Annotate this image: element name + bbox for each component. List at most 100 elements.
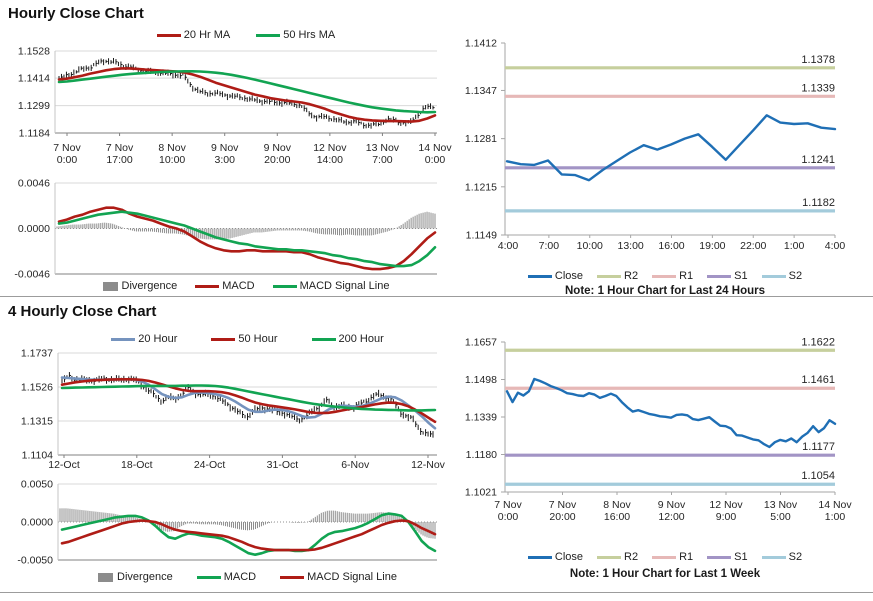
r1-swatch (652, 555, 677, 559)
svg-text:13:00: 13:00 (617, 240, 643, 252)
divergence-swatch (98, 572, 114, 582)
legend-item-macd-signal-line: MACD Signal Line (272, 280, 390, 292)
four-hourly-price-legend: 20 Hour 50 Hour 200 Hour (58, 331, 437, 347)
svg-text:1.1737: 1.1737 (21, 348, 53, 360)
legend-label: R2 (624, 270, 639, 282)
legend-item-close: Close (527, 270, 583, 282)
svg-text:4:00: 4:00 (825, 240, 846, 252)
last24-note: Note: 1 Hour Chart for Last 24 Hours (565, 285, 765, 297)
svg-text:0.0000: 0.0000 (18, 223, 50, 235)
close-swatch (527, 555, 552, 559)
svg-text:19:00: 19:00 (699, 240, 725, 252)
legend-item-s2: S2 (761, 551, 803, 563)
legend-label: MACD Signal Line (307, 571, 397, 583)
svg-text:1.1177: 1.1177 (802, 441, 835, 453)
20-hour-swatch (111, 337, 136, 341)
svg-text:1.1412: 1.1412 (465, 38, 497, 50)
legend-item-s1: S1 (707, 270, 748, 282)
svg-text:-0.0050: -0.0050 (17, 555, 53, 567)
r2-swatch (597, 274, 622, 278)
legend-label: S2 (788, 551, 803, 563)
legend-label: R1 (679, 551, 694, 563)
svg-text:1.1299: 1.1299 (18, 100, 50, 112)
svg-text:1.1315: 1.1315 (21, 416, 53, 428)
legend-item-20-hour: 20 Hour (111, 333, 177, 345)
svg-text:1.1339: 1.1339 (801, 82, 835, 94)
svg-text:7 Nov: 7 Nov (53, 142, 81, 154)
svg-text:1.1149: 1.1149 (466, 230, 497, 242)
svg-text:14:00: 14:00 (317, 154, 343, 166)
legend-label: R2 (624, 551, 639, 563)
legend-item-r2: R2 (597, 270, 638, 282)
svg-text:1.1241: 1.1241 (801, 154, 835, 166)
svg-text:16:00: 16:00 (604, 511, 630, 523)
svg-text:1.1180: 1.1180 (466, 449, 497, 461)
hourly_macd-plot: 0.0046 0.0000 -0.0046 (14, 178, 437, 281)
svg-text:9 Nov: 9 Nov (658, 499, 686, 511)
svg-text:1.1526: 1.1526 (21, 382, 53, 394)
svg-text:10:00: 10:00 (577, 240, 603, 252)
svg-text:12 Nov: 12 Nov (709, 499, 743, 511)
legend-item-s2: S2 (761, 270, 803, 282)
hourly-price-legend: 20 Hr MA 50 Hrs MA (55, 27, 437, 43)
svg-text:0:00: 0:00 (425, 154, 446, 166)
svg-text:12-Nov: 12-Nov (411, 459, 446, 471)
legend-item-50-hour: 50 Hour (211, 333, 278, 345)
svg-text:4:00: 4:00 (498, 240, 519, 252)
svg-text:0.0046: 0.0046 (18, 178, 50, 190)
svg-text:12 Nov: 12 Nov (313, 142, 347, 154)
s1-swatch (707, 274, 732, 278)
legend-item-divergence: Divergence (102, 280, 178, 292)
svg-text:7:00: 7:00 (372, 154, 393, 166)
legend-label: 200 Hour (338, 333, 384, 345)
svg-text:31-Oct: 31-Oct (267, 459, 299, 471)
s2-swatch (761, 274, 786, 278)
svg-text:1.1215: 1.1215 (465, 181, 497, 193)
svg-text:13 Nov: 13 Nov (366, 142, 400, 154)
r1-swatch (652, 274, 677, 278)
svg-text:7 Nov: 7 Nov (106, 142, 134, 154)
macd-swatch (195, 284, 220, 288)
lastweek-note: Note: 1 Hour Chart for Last 1 Week (569, 568, 761, 580)
legend-item-macd-signal-line: MACD Signal Line (280, 571, 397, 583)
svg-text:0:00: 0:00 (57, 154, 78, 166)
svg-text:0.0000: 0.0000 (21, 517, 53, 529)
legend-item-r1: R1 (652, 551, 693, 563)
legend-label: MACD Signal Line (299, 280, 390, 292)
svg-text:16:00: 16:00 (658, 240, 684, 252)
legend-label: 20 Hr MA (183, 29, 231, 41)
legend-label: Divergence (121, 280, 178, 292)
svg-text:7 Nov: 7 Nov (549, 499, 577, 511)
s1-swatch (707, 555, 732, 559)
s2-swatch (761, 555, 786, 559)
svg-text:0:00: 0:00 (498, 511, 519, 523)
legend-label: S1 (734, 551, 748, 563)
svg-text:1.1339: 1.1339 (465, 412, 497, 424)
legend-label: Close (554, 551, 584, 563)
macd-signal-line-swatch (280, 575, 305, 579)
svg-text:6-Nov: 6-Nov (341, 459, 370, 471)
svg-text:13 Nov: 13 Nov (764, 499, 798, 511)
svg-text:17:00: 17:00 (106, 154, 132, 166)
legend-label: R1 (679, 270, 694, 282)
svg-text:7 Nov: 7 Nov (494, 499, 522, 511)
svg-text:1.1461: 1.1461 (801, 374, 835, 386)
legend-item-r1: R1 (652, 270, 693, 282)
svg-text:1.1378: 1.1378 (801, 54, 835, 66)
svg-text:12-Oct: 12-Oct (48, 459, 80, 471)
macd-swatch (196, 575, 221, 579)
legend-item-macd: MACD (196, 571, 256, 583)
20-hr-ma-swatch (156, 33, 181, 37)
section-divider-bottom (0, 592, 873, 593)
legend-label: S2 (788, 270, 803, 282)
legend-label: S1 (734, 270, 748, 282)
svg-text:0.0050: 0.0050 (21, 479, 53, 491)
legend-label: Divergence (117, 571, 173, 583)
svg-text:5:00: 5:00 (770, 511, 791, 523)
legend-label: 50 Hrs MA (283, 29, 336, 41)
legend-label: 50 Hour (238, 333, 278, 345)
r2-swatch (597, 555, 622, 559)
